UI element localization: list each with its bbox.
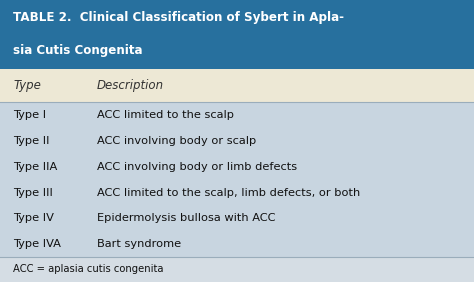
Text: Description: Description <box>97 79 164 92</box>
Text: sia Cutis Congenita: sia Cutis Congenita <box>13 44 143 57</box>
FancyBboxPatch shape <box>0 257 474 282</box>
Text: ACC involving body or limb defects: ACC involving body or limb defects <box>97 162 297 172</box>
Text: ACC limited to the scalp: ACC limited to the scalp <box>97 110 234 120</box>
FancyBboxPatch shape <box>0 0 474 69</box>
Text: Type IVA: Type IVA <box>13 239 61 249</box>
Text: Type: Type <box>13 79 41 92</box>
Text: ACC involving body or scalp: ACC involving body or scalp <box>97 136 256 146</box>
Text: TABLE 2.  Clinical Classification of Sybert in Apla-: TABLE 2. Clinical Classification of Sybe… <box>13 11 344 24</box>
Text: ACC = aplasia cutis congenita: ACC = aplasia cutis congenita <box>13 265 164 274</box>
Text: Bart syndrome: Bart syndrome <box>97 239 181 249</box>
Text: Epidermolysis bullosa with ACC: Epidermolysis bullosa with ACC <box>97 213 276 223</box>
FancyBboxPatch shape <box>0 69 474 102</box>
Text: Type II: Type II <box>13 136 50 146</box>
Text: ACC limited to the scalp, limb defects, or both: ACC limited to the scalp, limb defects, … <box>97 188 360 197</box>
Text: Type I: Type I <box>13 110 46 120</box>
Text: Type III: Type III <box>13 188 53 197</box>
FancyBboxPatch shape <box>0 102 474 257</box>
Text: Type IV: Type IV <box>13 213 54 223</box>
Text: Type IIA: Type IIA <box>13 162 57 172</box>
